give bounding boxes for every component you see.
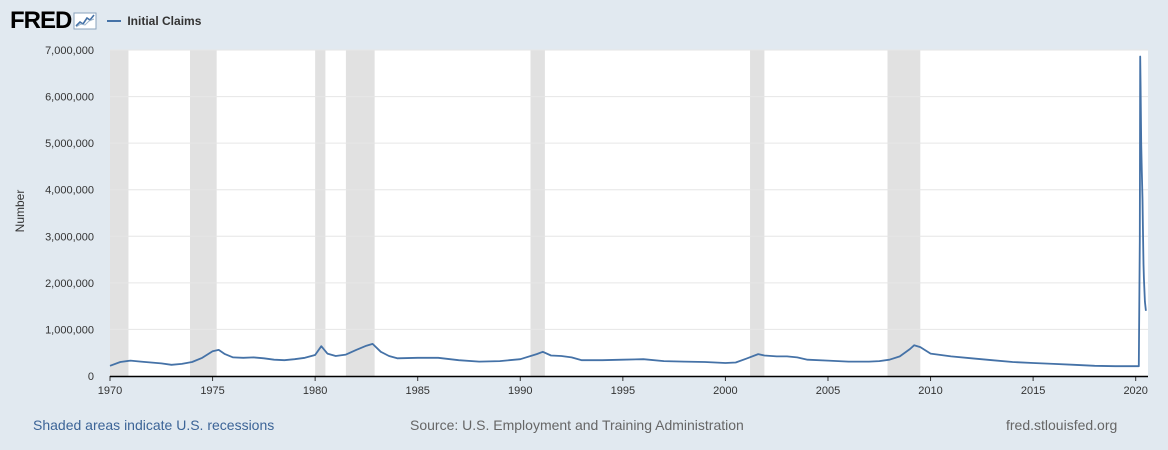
y-tick-label: 2,000,000 — [45, 278, 94, 290]
y-tick-label: 5,000,000 — [45, 138, 94, 150]
chart-header: FRED Initial Claims — [10, 8, 201, 34]
x-tick-label: 1995 — [611, 385, 635, 397]
y-axis-ticks: 0 1,000,000 2,000,000 3,000,000 4,000,000 5,0… — [45, 45, 94, 383]
recession-band — [750, 50, 765, 376]
legend-label: Initial Claims — [127, 14, 202, 28]
recession-band — [190, 50, 217, 376]
gridlines — [110, 49, 1148, 330]
x-tick-label: 2020 — [1123, 385, 1147, 397]
recession-band — [887, 50, 921, 376]
recession-band — [110, 50, 129, 376]
recession-band — [315, 50, 326, 376]
y-tick-label: 6,000,000 — [45, 92, 94, 104]
y-tick-label: 7,000,000 — [45, 45, 94, 57]
y-tick-label: 4,000,000 — [45, 185, 94, 197]
logo-text: FRED — [10, 7, 72, 34]
y-tick-label: 1,000,000 — [45, 324, 94, 336]
legend-swatch — [107, 20, 122, 22]
recession-note-link[interactable]: Shaded areas indicate U.S. recessions — [33, 417, 275, 433]
recession-shading — [110, 50, 921, 376]
x-tick-label: 2015 — [1021, 385, 1045, 397]
x-tick-label: 2000 — [713, 385, 737, 397]
x-axis-ticks: 1970 1975 1980 1985 1990 1995 2000 2005 2010 2015… — [98, 376, 1148, 397]
plot-background — [110, 50, 1148, 376]
y-tick-label: 0 — [88, 371, 94, 383]
x-tick-label: 1980 — [303, 385, 327, 397]
fred-logo[interactable]: FRED — [10, 9, 97, 33]
x-tick-label: 1985 — [405, 385, 429, 397]
chart-line-icon — [73, 12, 97, 30]
source-text: Source: U.S. Employment and Training Adm… — [410, 417, 744, 433]
y-axis-label: Number — [13, 189, 27, 233]
x-tick-label: 2010 — [918, 385, 942, 397]
recession-band — [345, 50, 375, 376]
chart-legend: Initial Claims — [107, 14, 201, 28]
recession-band — [530, 50, 545, 376]
site-link[interactable]: fred.stlouisfed.org — [1006, 417, 1118, 433]
x-tick-label: 1990 — [508, 385, 532, 397]
x-tick-label: 1975 — [200, 385, 224, 397]
series-line — [109, 55, 1147, 368]
x-tick-label: 1970 — [98, 385, 122, 397]
x-tick-label: 2005 — [816, 385, 840, 397]
y-tick-label: 3,000,000 — [45, 231, 94, 243]
